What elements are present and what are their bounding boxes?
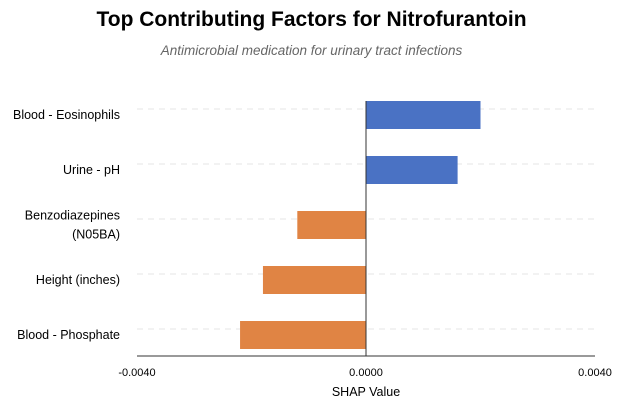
bar (262, 266, 366, 294)
bar (366, 101, 481, 129)
category-label: Blood - Phosphate (17, 328, 120, 342)
x-tick-labels: -0.0040 0.0000 0.0040 (118, 367, 611, 379)
category-label: Benzodiazepines (N05BA) (25, 209, 120, 242)
category-labels: Blood - Eosinophils Urine - pH Benzodiazep… (13, 108, 120, 342)
bars (240, 101, 481, 349)
chart-title: Top Contributing Factors for Nitrofurant… (96, 8, 527, 31)
category-label: Urine - pH (63, 163, 120, 177)
chart-subtitle: Antimicrobial medication for urinary tra… (160, 43, 463, 58)
category-label: Height (inches) (36, 273, 120, 287)
bar (240, 321, 366, 349)
x-axis-title: SHAP Value (332, 385, 400, 399)
bar (297, 211, 366, 239)
x-tick-label: 0.0000 (349, 367, 383, 379)
x-tick-label: -0.0040 (118, 367, 155, 379)
bar (366, 156, 458, 184)
category-label: Blood - Eosinophils (13, 108, 120, 122)
x-tick-label: 0.0040 (578, 367, 612, 379)
